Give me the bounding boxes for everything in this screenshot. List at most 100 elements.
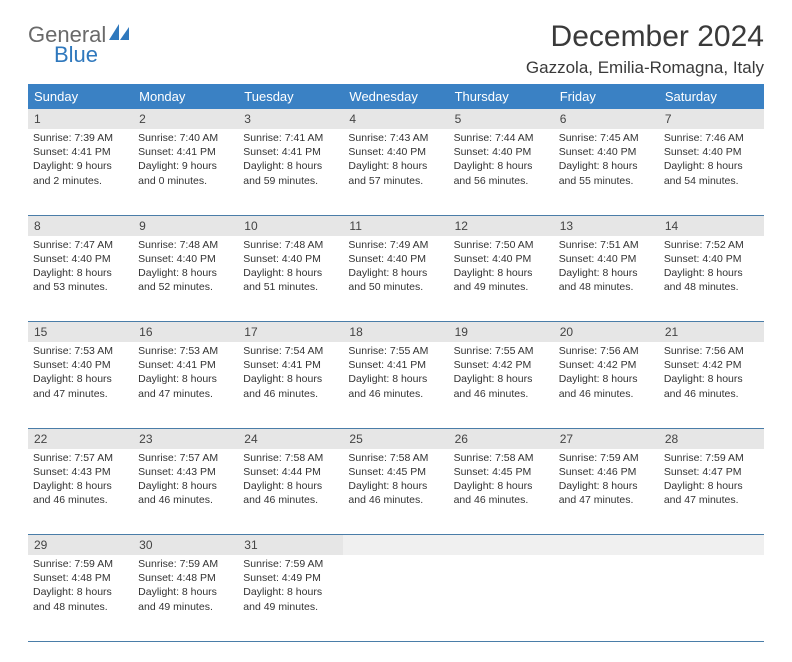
sunrise-line: Sunrise: 7:59 AM xyxy=(33,557,128,571)
sunrise-line: Sunrise: 7:50 AM xyxy=(454,238,549,252)
day-number: 4 xyxy=(343,109,448,129)
weekday-header: Friday xyxy=(554,84,659,109)
day-cell: Sunrise: 7:40 AMSunset: 4:41 PMDaylight:… xyxy=(133,129,238,192)
daylight-line: Daylight: 8 hours and 46 minutes. xyxy=(243,372,338,400)
day-cell: Sunrise: 7:50 AMSunset: 4:40 PMDaylight:… xyxy=(449,236,554,299)
logo-sail-icon xyxy=(109,24,131,46)
day-number: 16 xyxy=(133,322,238,342)
daylight-line: Daylight: 8 hours and 53 minutes. xyxy=(33,266,128,294)
content-row: Sunrise: 7:53 AMSunset: 4:40 PMDaylight:… xyxy=(28,342,764,428)
daylight-line: Daylight: 8 hours and 50 minutes. xyxy=(348,266,443,294)
daynum-row: 293031 xyxy=(28,535,764,556)
sunset-line: Sunset: 4:49 PM xyxy=(243,571,338,585)
logo: General Blue xyxy=(28,20,131,66)
day-number: 21 xyxy=(659,322,764,342)
sunset-line: Sunset: 4:40 PM xyxy=(138,252,233,266)
day-number: 9 xyxy=(133,216,238,236)
day-cell: Sunrise: 7:56 AMSunset: 4:42 PMDaylight:… xyxy=(554,342,659,405)
day-number: 25 xyxy=(343,429,448,449)
daylight-line: Daylight: 8 hours and 46 minutes. xyxy=(348,372,443,400)
day-cell: Sunrise: 7:39 AMSunset: 4:41 PMDaylight:… xyxy=(28,129,133,192)
daylight-line: Daylight: 8 hours and 51 minutes. xyxy=(243,266,338,294)
day-cell xyxy=(449,555,554,561)
day-number: 8 xyxy=(28,216,133,236)
day-number: 22 xyxy=(28,429,133,449)
sunset-line: Sunset: 4:40 PM xyxy=(664,145,759,159)
sunrise-line: Sunrise: 7:55 AM xyxy=(348,344,443,358)
daylight-line: Daylight: 8 hours and 46 minutes. xyxy=(559,372,654,400)
weekday-header: Saturday xyxy=(659,84,764,109)
content-row: Sunrise: 7:57 AMSunset: 4:43 PMDaylight:… xyxy=(28,449,764,535)
weekday-header: Sunday xyxy=(28,84,133,109)
sunset-line: Sunset: 4:41 PM xyxy=(243,145,338,159)
day-number: 5 xyxy=(449,109,554,129)
day-number: 13 xyxy=(554,216,659,236)
daylight-line: Daylight: 8 hours and 46 minutes. xyxy=(243,479,338,507)
sunset-line: Sunset: 4:43 PM xyxy=(138,465,233,479)
sunrise-line: Sunrise: 7:58 AM xyxy=(348,451,443,465)
sunset-line: Sunset: 4:46 PM xyxy=(559,465,654,479)
sunrise-line: Sunrise: 7:58 AM xyxy=(454,451,549,465)
daylight-line: Daylight: 8 hours and 57 minutes. xyxy=(348,159,443,187)
calendar-body: 1234567Sunrise: 7:39 AMSunset: 4:41 PMDa… xyxy=(28,109,764,641)
day-cell: Sunrise: 7:47 AMSunset: 4:40 PMDaylight:… xyxy=(28,236,133,299)
sunrise-line: Sunrise: 7:44 AM xyxy=(454,131,549,145)
day-number xyxy=(554,535,659,555)
daylight-line: Daylight: 8 hours and 48 minutes. xyxy=(33,585,128,613)
day-cell: Sunrise: 7:45 AMSunset: 4:40 PMDaylight:… xyxy=(554,129,659,192)
sunset-line: Sunset: 4:40 PM xyxy=(33,252,128,266)
day-cell: Sunrise: 7:58 AMSunset: 4:45 PMDaylight:… xyxy=(343,449,448,512)
sunset-line: Sunset: 4:41 PM xyxy=(138,358,233,372)
day-cell: Sunrise: 7:49 AMSunset: 4:40 PMDaylight:… xyxy=(343,236,448,299)
daylight-line: Daylight: 8 hours and 47 minutes. xyxy=(33,372,128,400)
daylight-line: Daylight: 8 hours and 48 minutes. xyxy=(559,266,654,294)
sunrise-line: Sunrise: 7:48 AM xyxy=(138,238,233,252)
daylight-line: Daylight: 8 hours and 59 minutes. xyxy=(243,159,338,187)
day-cell: Sunrise: 7:43 AMSunset: 4:40 PMDaylight:… xyxy=(343,129,448,192)
sunset-line: Sunset: 4:40 PM xyxy=(559,252,654,266)
sunrise-line: Sunrise: 7:59 AM xyxy=(138,557,233,571)
sunrise-line: Sunrise: 7:56 AM xyxy=(664,344,759,358)
day-number: 23 xyxy=(133,429,238,449)
day-number: 7 xyxy=(659,109,764,129)
sunrise-line: Sunrise: 7:49 AM xyxy=(348,238,443,252)
sunrise-line: Sunrise: 7:59 AM xyxy=(664,451,759,465)
weekday-header: Thursday xyxy=(449,84,554,109)
daylight-line: Daylight: 8 hours and 47 minutes. xyxy=(559,479,654,507)
daylight-line: Daylight: 8 hours and 49 minutes. xyxy=(243,585,338,613)
daynum-row: 15161718192021 xyxy=(28,322,764,343)
sunrise-line: Sunrise: 7:40 AM xyxy=(138,131,233,145)
sunrise-line: Sunrise: 7:41 AM xyxy=(243,131,338,145)
day-cell: Sunrise: 7:55 AMSunset: 4:41 PMDaylight:… xyxy=(343,342,448,405)
day-number: 15 xyxy=(28,322,133,342)
sunset-line: Sunset: 4:48 PM xyxy=(138,571,233,585)
day-number: 6 xyxy=(554,109,659,129)
sunrise-line: Sunrise: 7:53 AM xyxy=(138,344,233,358)
day-cell: Sunrise: 7:58 AMSunset: 4:44 PMDaylight:… xyxy=(238,449,343,512)
daylight-line: Daylight: 8 hours and 46 minutes. xyxy=(454,372,549,400)
sunrise-line: Sunrise: 7:59 AM xyxy=(243,557,338,571)
location-text: Gazzola, Emilia-Romagna, Italy xyxy=(526,58,764,78)
sunrise-line: Sunrise: 7:43 AM xyxy=(348,131,443,145)
sunset-line: Sunset: 4:40 PM xyxy=(664,252,759,266)
sunset-line: Sunset: 4:42 PM xyxy=(454,358,549,372)
sunset-line: Sunset: 4:42 PM xyxy=(559,358,654,372)
sunrise-line: Sunrise: 7:45 AM xyxy=(559,131,654,145)
sunrise-line: Sunrise: 7:54 AM xyxy=(243,344,338,358)
day-number: 29 xyxy=(28,535,133,555)
day-number: 30 xyxy=(133,535,238,555)
day-cell xyxy=(554,555,659,561)
day-number: 10 xyxy=(238,216,343,236)
day-cell: Sunrise: 7:53 AMSunset: 4:41 PMDaylight:… xyxy=(133,342,238,405)
calendar-head: SundayMondayTuesdayWednesdayThursdayFrid… xyxy=(28,84,764,109)
daylight-line: Daylight: 8 hours and 55 minutes. xyxy=(559,159,654,187)
day-cell: Sunrise: 7:48 AMSunset: 4:40 PMDaylight:… xyxy=(238,236,343,299)
sunset-line: Sunset: 4:40 PM xyxy=(243,252,338,266)
daylight-line: Daylight: 8 hours and 47 minutes. xyxy=(138,372,233,400)
day-number: 26 xyxy=(449,429,554,449)
daylight-line: Daylight: 8 hours and 56 minutes. xyxy=(454,159,549,187)
sunrise-line: Sunrise: 7:53 AM xyxy=(33,344,128,358)
day-number: 11 xyxy=(343,216,448,236)
sunset-line: Sunset: 4:43 PM xyxy=(33,465,128,479)
calendar-table: SundayMondayTuesdayWednesdayThursdayFrid… xyxy=(28,84,764,642)
